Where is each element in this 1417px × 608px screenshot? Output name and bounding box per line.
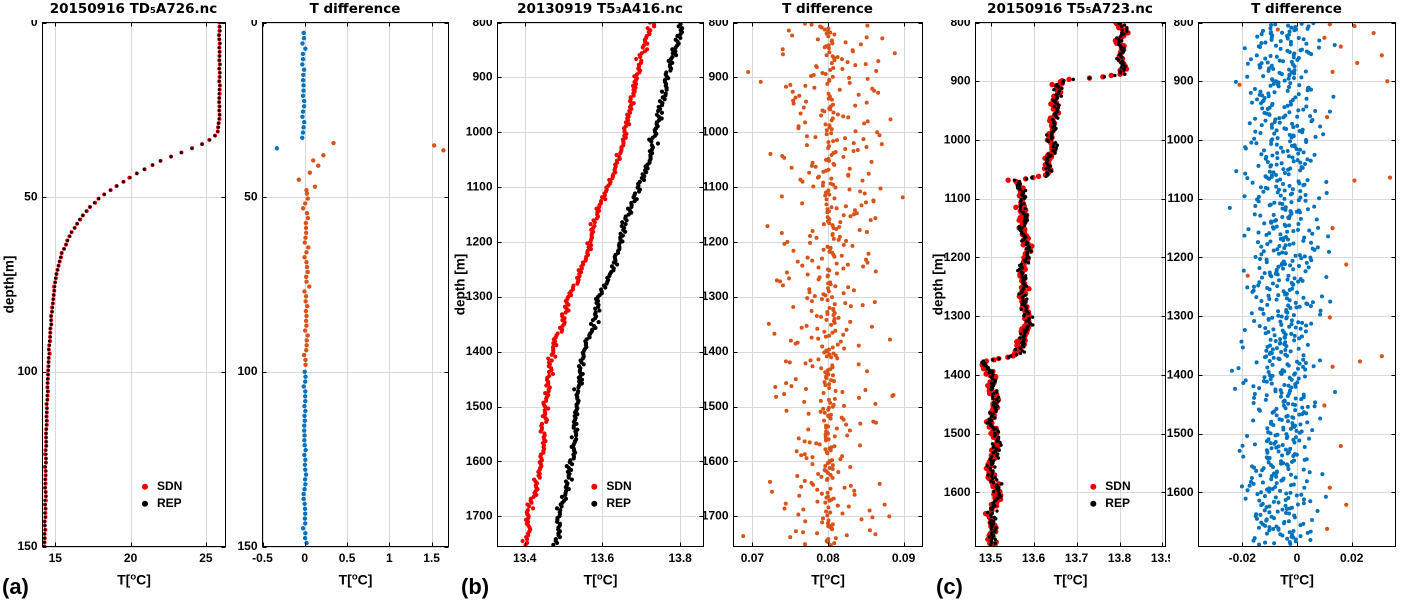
chart-b-diff-canvas xyxy=(703,20,928,608)
chart-a-diff-canvas xyxy=(232,20,454,608)
chart-title-c-diff: T difference xyxy=(1251,1,1342,17)
chart-b-diff: T difference xyxy=(703,0,928,608)
chart-c-diff: T difference xyxy=(1166,0,1401,608)
chart-a-profile: 20150916 TD₅A726.nc xyxy=(0,0,232,608)
chart-b-profile: 20130919 T5₃A416.nc xyxy=(451,0,707,608)
chart-title-a-profile: 20150916 TD₅A726.nc xyxy=(49,1,218,17)
chart-a-diff: T difference xyxy=(232,0,454,608)
chart-c-profile-canvas xyxy=(929,20,1170,608)
chart-title-b-profile: 20130919 T5₃A416.nc xyxy=(517,1,683,17)
chart-c-diff-canvas xyxy=(1166,20,1401,608)
chart-b-profile-canvas xyxy=(451,20,707,608)
chart-c-profile: 20150916 T5₅A723.nc xyxy=(929,0,1170,608)
chart-title-b-diff: T difference xyxy=(782,1,873,17)
chart-title-c-profile: 20150916 T5₅A723.nc xyxy=(987,1,1153,17)
chart-title-a-diff: T difference xyxy=(309,1,401,17)
panel-label-c: (c) xyxy=(936,574,963,599)
panel-label-a: (a) xyxy=(2,574,29,599)
panel-label-b: (b) xyxy=(461,574,490,599)
chart-a-profile-canvas xyxy=(0,20,232,608)
